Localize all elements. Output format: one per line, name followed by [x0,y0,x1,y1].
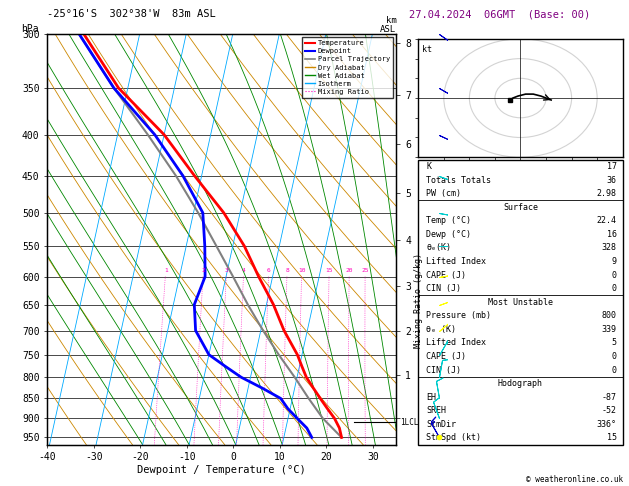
Text: CIN (J): CIN (J) [426,365,462,375]
Text: 10: 10 [298,268,306,273]
Text: Lifted Index: Lifted Index [426,338,486,347]
Text: 36: 36 [606,175,616,185]
Text: 0: 0 [611,365,616,375]
Text: 22.4: 22.4 [596,216,616,225]
Text: 20: 20 [345,268,353,273]
Text: StmDir: StmDir [426,420,457,429]
Text: kt: kt [423,45,432,54]
Text: 15: 15 [606,434,616,442]
Text: K: K [426,162,431,171]
Text: Lifted Index: Lifted Index [426,257,486,266]
Text: Mixing Ratio (g/kg): Mixing Ratio (g/kg) [414,254,423,348]
X-axis label: Dewpoint / Temperature (°C): Dewpoint / Temperature (°C) [137,465,306,475]
Text: 6: 6 [267,268,270,273]
Text: StmSpd (kt): StmSpd (kt) [426,434,481,442]
Text: θₑ(K): θₑ(K) [426,243,452,252]
Text: EH: EH [426,393,437,402]
Text: 339: 339 [601,325,616,334]
Text: 1: 1 [164,268,167,273]
Text: Totals Totals: Totals Totals [426,175,491,185]
Text: CIN (J): CIN (J) [426,284,462,293]
Text: 0: 0 [611,352,616,361]
Text: km
ASL: km ASL [380,16,396,34]
Text: 15: 15 [325,268,333,273]
Text: -25°16'S  302°38'W  83m ASL: -25°16'S 302°38'W 83m ASL [47,9,216,19]
Text: Pressure (mb): Pressure (mb) [426,311,491,320]
Text: θₑ (K): θₑ (K) [426,325,457,334]
Text: 328: 328 [601,243,616,252]
Text: CAPE (J): CAPE (J) [426,271,467,279]
Text: 2.98: 2.98 [596,189,616,198]
Text: © weatheronline.co.uk: © weatheronline.co.uk [526,474,623,484]
Text: CAPE (J): CAPE (J) [426,352,467,361]
Text: Most Unstable: Most Unstable [488,297,553,307]
Text: 27.04.2024  06GMT  (Base: 00): 27.04.2024 06GMT (Base: 00) [409,9,590,19]
Text: hPa: hPa [21,24,38,34]
Text: Dewp (°C): Dewp (°C) [426,230,472,239]
Text: 336°: 336° [596,420,616,429]
Text: 25: 25 [362,268,369,273]
Text: Hodograph: Hodograph [498,379,543,388]
Text: 0: 0 [611,271,616,279]
Text: 17: 17 [606,162,616,171]
Text: SREH: SREH [426,406,447,415]
Text: PW (cm): PW (cm) [426,189,462,198]
Text: 2: 2 [201,268,205,273]
Text: 1LCL: 1LCL [400,418,418,427]
Text: 5: 5 [611,338,616,347]
Text: 3: 3 [225,268,228,273]
Text: 16: 16 [606,230,616,239]
Text: 8: 8 [285,268,289,273]
Text: 0: 0 [611,284,616,293]
Text: 9: 9 [611,257,616,266]
Text: 4: 4 [242,268,245,273]
Text: Surface: Surface [503,203,538,212]
Legend: Temperature, Dewpoint, Parcel Trajectory, Dry Adiabat, Wet Adiabat, Isotherm, Mi: Temperature, Dewpoint, Parcel Trajectory… [302,37,392,98]
Text: Temp (°C): Temp (°C) [426,216,472,225]
Text: -87: -87 [601,393,616,402]
Text: 800: 800 [601,311,616,320]
Text: -52: -52 [601,406,616,415]
